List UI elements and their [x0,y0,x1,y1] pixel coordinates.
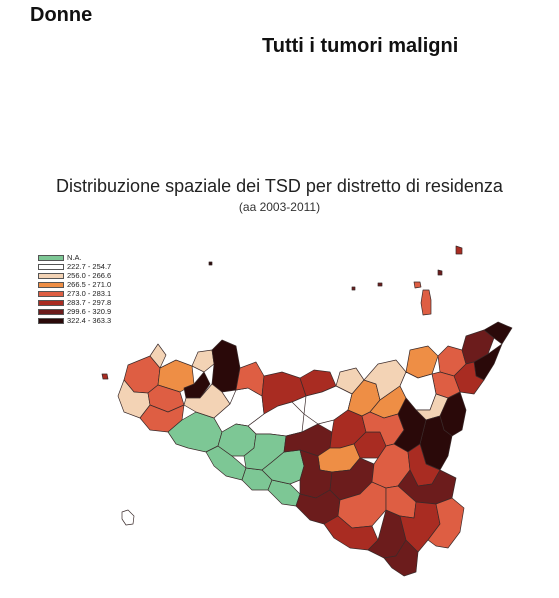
legend-swatch [38,317,64,324]
district-region [149,343,167,369]
legend-label: 273.0 - 283.1 [67,289,112,298]
legend-item-5: 283.7 - 297.8 [38,298,111,307]
district-region [101,373,109,380]
tumor-type-title: Tutti i tumori maligni [262,35,459,57]
legend-item-na: N.A. [38,253,111,262]
legend-label: 322.4 - 363.3 [67,316,112,325]
district-region [183,383,231,419]
legend-label: 283.7 - 297.8 [67,298,112,307]
district-region [121,509,135,526]
legend-swatch [38,290,64,297]
legend-item-7: 322.4 - 363.3 [38,316,111,325]
legend-label: 256.0 - 266.6 [67,271,112,280]
legend-swatch [38,263,64,270]
legend-swatch [38,254,64,261]
legend-item-1: 222.7 - 254.7 [38,262,111,271]
district-region [413,281,422,289]
district-region [383,539,419,577]
district-region [377,282,383,287]
legend-item-2: 256.0 - 266.6 [38,271,111,280]
legend-swatch [38,272,64,279]
district-region [437,269,443,276]
district-region [191,349,215,373]
district-region [208,261,213,266]
legend-swatch [38,281,64,288]
district-region [420,289,432,316]
district-region [267,479,301,507]
legend-label: 266.5 - 271.0 [67,280,112,289]
district-region [453,361,485,395]
district-region [139,404,185,433]
legend-swatch [38,308,64,315]
district-region [405,345,439,379]
district-region [483,321,513,345]
legend-item-3: 266.5 - 271.0 [38,280,111,289]
population-group-label: Donne [30,4,93,26]
legend-item-4: 273.0 - 283.1 [38,289,111,298]
district-region [455,245,463,255]
legend-swatch [38,299,64,306]
district-region [393,397,427,453]
legend-item-6: 299.6 - 320.9 [38,307,111,316]
legend-label: N.A. [67,253,82,262]
district-region [211,339,241,393]
map-subtitle: (aa 2003-2011) [238,200,321,214]
legend-label: 299.6 - 320.9 [67,307,112,316]
legend-label: 222.7 - 254.7 [67,262,112,271]
district-region [351,286,356,291]
map-title: Distribuzione spaziale dei TSD per distr… [56,176,503,196]
district-region [427,497,465,549]
legend: N.A. 222.7 - 254.7 256.0 - 266.6 266.5 -… [38,253,111,325]
